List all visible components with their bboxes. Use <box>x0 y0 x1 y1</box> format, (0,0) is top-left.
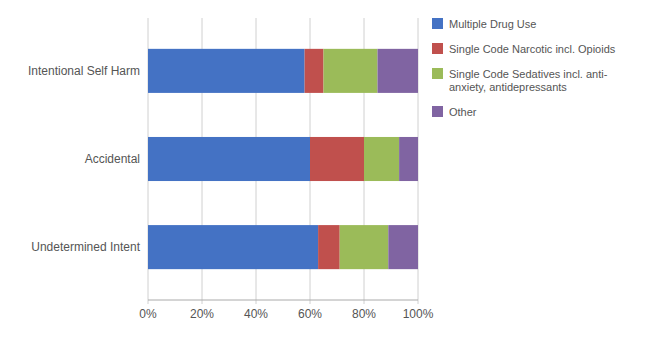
x-tick-label: 60% <box>298 307 322 321</box>
x-tick-label: 20% <box>190 307 214 321</box>
x-tick-label: 80% <box>352 307 376 321</box>
grid <box>148 18 418 304</box>
legend-swatch <box>432 106 443 117</box>
tick-mark <box>256 300 257 304</box>
y-tick-label: Intentional Self Harm <box>28 64 140 78</box>
legend-label: Single Code Sedatives incl. anti-anxiety… <box>449 68 608 93</box>
x-tick-label: 0% <box>139 307 157 321</box>
tick-mark <box>202 300 203 304</box>
legend-label-line: Single Code Sedatives incl. anti- <box>449 68 608 80</box>
tick-mark <box>364 300 365 304</box>
bar-segment <box>399 137 418 181</box>
x-tick-label: 40% <box>244 307 268 321</box>
legend-label: Multiple Drug Use <box>449 18 536 30</box>
chart-container: 0% 20% 40% 60% 80% 100% Undetermined Intent Acc… <box>0 0 658 342</box>
bar-segment <box>310 137 364 181</box>
legend: Multiple Drug Use Single Code Narcotic in… <box>432 18 616 118</box>
bar-segment <box>340 225 389 269</box>
legend-label: Other <box>449 106 477 118</box>
bar-segment <box>388 225 418 269</box>
tick-mark <box>310 300 311 304</box>
bar-segment <box>148 137 310 181</box>
bar-segment <box>148 49 305 93</box>
bar-segment <box>378 49 419 93</box>
legend-swatch <box>432 18 443 29</box>
bars <box>148 49 418 269</box>
bar-segment <box>364 137 399 181</box>
legend-swatch <box>432 43 443 54</box>
y-tick-label: Undetermined Intent <box>31 240 140 254</box>
legend-label: Single Code Narcotic incl. Opioids <box>449 43 616 55</box>
bar-segment <box>324 49 378 93</box>
chart-svg: 0% 20% 40% 60% 80% 100% Undetermined Intent Acc… <box>0 0 658 342</box>
legend-label-line: anxiety, antidepressants <box>449 81 567 93</box>
bar-segment <box>305 49 324 93</box>
bar-segment <box>148 225 318 269</box>
legend-swatch <box>432 68 443 79</box>
legend-label-line: Single Code Narcotic incl. Opioids <box>449 43 616 55</box>
bar-segment <box>318 225 340 269</box>
tick-mark <box>148 300 149 304</box>
y-tick-label: Accidental <box>85 152 140 166</box>
legend-label-line: Other <box>449 106 477 118</box>
tick-mark <box>418 300 419 304</box>
x-tick-label: 100% <box>403 307 434 321</box>
x-axis-line <box>148 300 418 301</box>
legend-label-line: Multiple Drug Use <box>449 18 536 30</box>
